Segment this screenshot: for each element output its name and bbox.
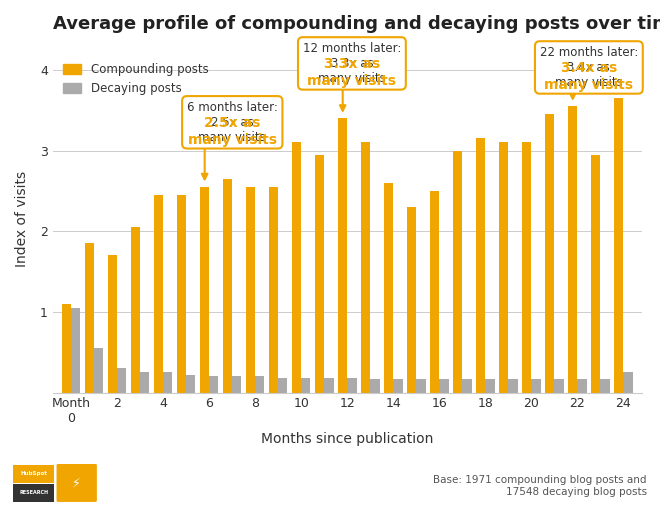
Text: 6 months later:
2.5x as
many visits: 6 months later: 2.5x as many visits [187, 101, 278, 144]
Bar [430, 191, 440, 392]
Bar [508, 379, 517, 392]
FancyBboxPatch shape [57, 464, 97, 502]
Text: HubSpot: HubSpot [20, 472, 48, 477]
Bar [71, 308, 81, 392]
Text: 2.5x as
many visits: 2.5x as many visits [188, 116, 277, 147]
Bar [531, 379, 541, 392]
FancyBboxPatch shape [13, 484, 54, 502]
Bar [131, 227, 141, 392]
Bar [338, 118, 347, 392]
Text: Base: 1971 compounding blog posts and
17548 decaying blog posts: Base: 1971 compounding blog posts and 17… [434, 475, 647, 497]
Bar [463, 379, 471, 392]
Bar [545, 114, 554, 392]
Bar [384, 183, 393, 392]
Bar [302, 378, 310, 392]
Bar [246, 187, 255, 392]
Bar [623, 373, 632, 392]
Bar [62, 304, 71, 392]
Bar [154, 195, 163, 392]
Bar [85, 243, 94, 392]
Bar [117, 369, 127, 392]
Bar [94, 348, 104, 392]
Bar [347, 378, 356, 392]
Bar [416, 379, 426, 392]
Bar [614, 98, 623, 392]
Bar [177, 195, 186, 392]
Text: 3.3x as
many visits: 3.3x as many visits [308, 57, 397, 88]
Y-axis label: Index of visits: Index of visits [15, 171, 29, 267]
Bar [453, 151, 463, 392]
Bar [591, 155, 601, 392]
Bar [255, 376, 265, 392]
X-axis label: Months since publication: Months since publication [261, 432, 434, 446]
Text: 3.4x as
many visits: 3.4x as many visits [544, 61, 634, 92]
Bar [163, 373, 172, 392]
Bar [361, 142, 370, 392]
Bar [407, 207, 416, 392]
Text: RESEARCH: RESEARCH [19, 490, 48, 495]
Bar [209, 376, 218, 392]
Bar [324, 378, 333, 392]
Bar [554, 379, 564, 392]
Bar [108, 256, 117, 392]
Bar [141, 373, 149, 392]
Bar [578, 379, 587, 392]
Legend: Compounding posts, Decaying posts: Compounding posts, Decaying posts [59, 58, 213, 100]
Text: 22 months later:
3.4x as
many visits: 22 months later: 3.4x as many visits [540, 46, 638, 89]
Text: 12 months later:
3.3x as
many visits: 12 months later: 3.3x as many visits [303, 42, 401, 85]
Bar [292, 142, 302, 392]
Bar [279, 378, 288, 392]
Bar [499, 142, 508, 392]
Bar [522, 142, 531, 392]
Bar [568, 106, 578, 392]
Bar [601, 379, 610, 392]
Bar [476, 138, 485, 392]
Bar [232, 376, 242, 392]
Text: ⚡: ⚡ [73, 477, 81, 489]
Text: Average profile of compounding and decaying posts over time: Average profile of compounding and decay… [53, 15, 660, 33]
Bar [440, 379, 449, 392]
Bar [269, 187, 279, 392]
Bar [186, 375, 195, 392]
Bar [393, 379, 403, 392]
Bar [200, 187, 209, 392]
FancyBboxPatch shape [13, 465, 54, 483]
Bar [370, 379, 380, 392]
Bar [315, 155, 324, 392]
Bar [223, 179, 232, 392]
Bar [485, 379, 494, 392]
